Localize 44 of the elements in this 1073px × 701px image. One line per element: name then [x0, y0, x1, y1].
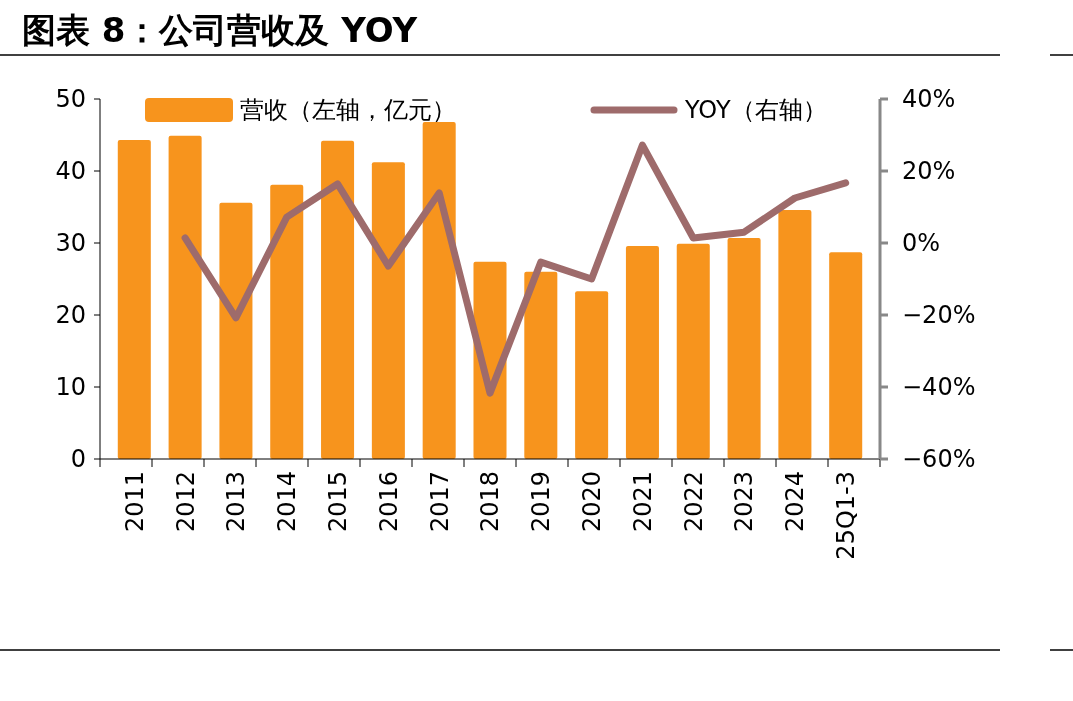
y2-tick-label: 20%	[902, 157, 956, 186]
y-tick-label: 10	[55, 373, 86, 402]
y2-tick-label: 40%	[902, 85, 956, 114]
bar	[422, 122, 456, 459]
x-tick-label: 2020	[578, 471, 607, 533]
bar	[219, 202, 253, 459]
x-tick-label: 2012	[171, 471, 200, 533]
x-tick-label: 2024	[781, 471, 810, 533]
bar	[829, 252, 863, 459]
y-tick-label: 50	[55, 85, 86, 114]
bar	[321, 140, 355, 459]
x-tick-label: 2017	[425, 471, 454, 533]
bar	[117, 140, 151, 459]
y-tick-label: 30	[55, 229, 86, 258]
y-tick-label: 0	[70, 445, 86, 474]
bar	[371, 162, 405, 459]
y2-tick-label: −60%	[902, 445, 976, 474]
bar	[727, 237, 761, 459]
chart-title: 图表 8：公司营收及 YOY	[22, 10, 418, 50]
x-tick-label: 2019	[527, 471, 556, 533]
y-tick-label: 40	[55, 157, 86, 186]
bar	[778, 209, 812, 459]
bar	[625, 245, 659, 459]
y2-tick-label: 0%	[902, 229, 941, 258]
x-tick-label: 2016	[374, 471, 403, 533]
x-tick-label: 25Q1-3	[832, 471, 861, 560]
y-tick-label: 20	[55, 301, 86, 330]
x-tick-label: 2023	[730, 471, 759, 533]
bar	[524, 271, 558, 459]
bar	[676, 243, 710, 459]
x-tick-label: 2014	[273, 471, 302, 533]
x-tick-label: 2022	[679, 471, 708, 533]
x-tick-label: 2015	[323, 471, 352, 533]
x-tick-label: 2013	[222, 471, 251, 533]
bar	[575, 291, 609, 459]
bar	[168, 135, 202, 459]
x-tick-label: 2011	[120, 471, 149, 533]
legend-label: 营收（左轴，亿元）	[240, 96, 456, 125]
y2-tick-label: −20%	[902, 301, 976, 330]
legend-label: YOY（右轴）	[684, 96, 827, 125]
bar	[270, 184, 304, 459]
y2-tick-label: −40%	[902, 373, 976, 402]
x-tick-label: 2021	[628, 471, 657, 533]
x-tick-label: 2018	[476, 471, 505, 533]
